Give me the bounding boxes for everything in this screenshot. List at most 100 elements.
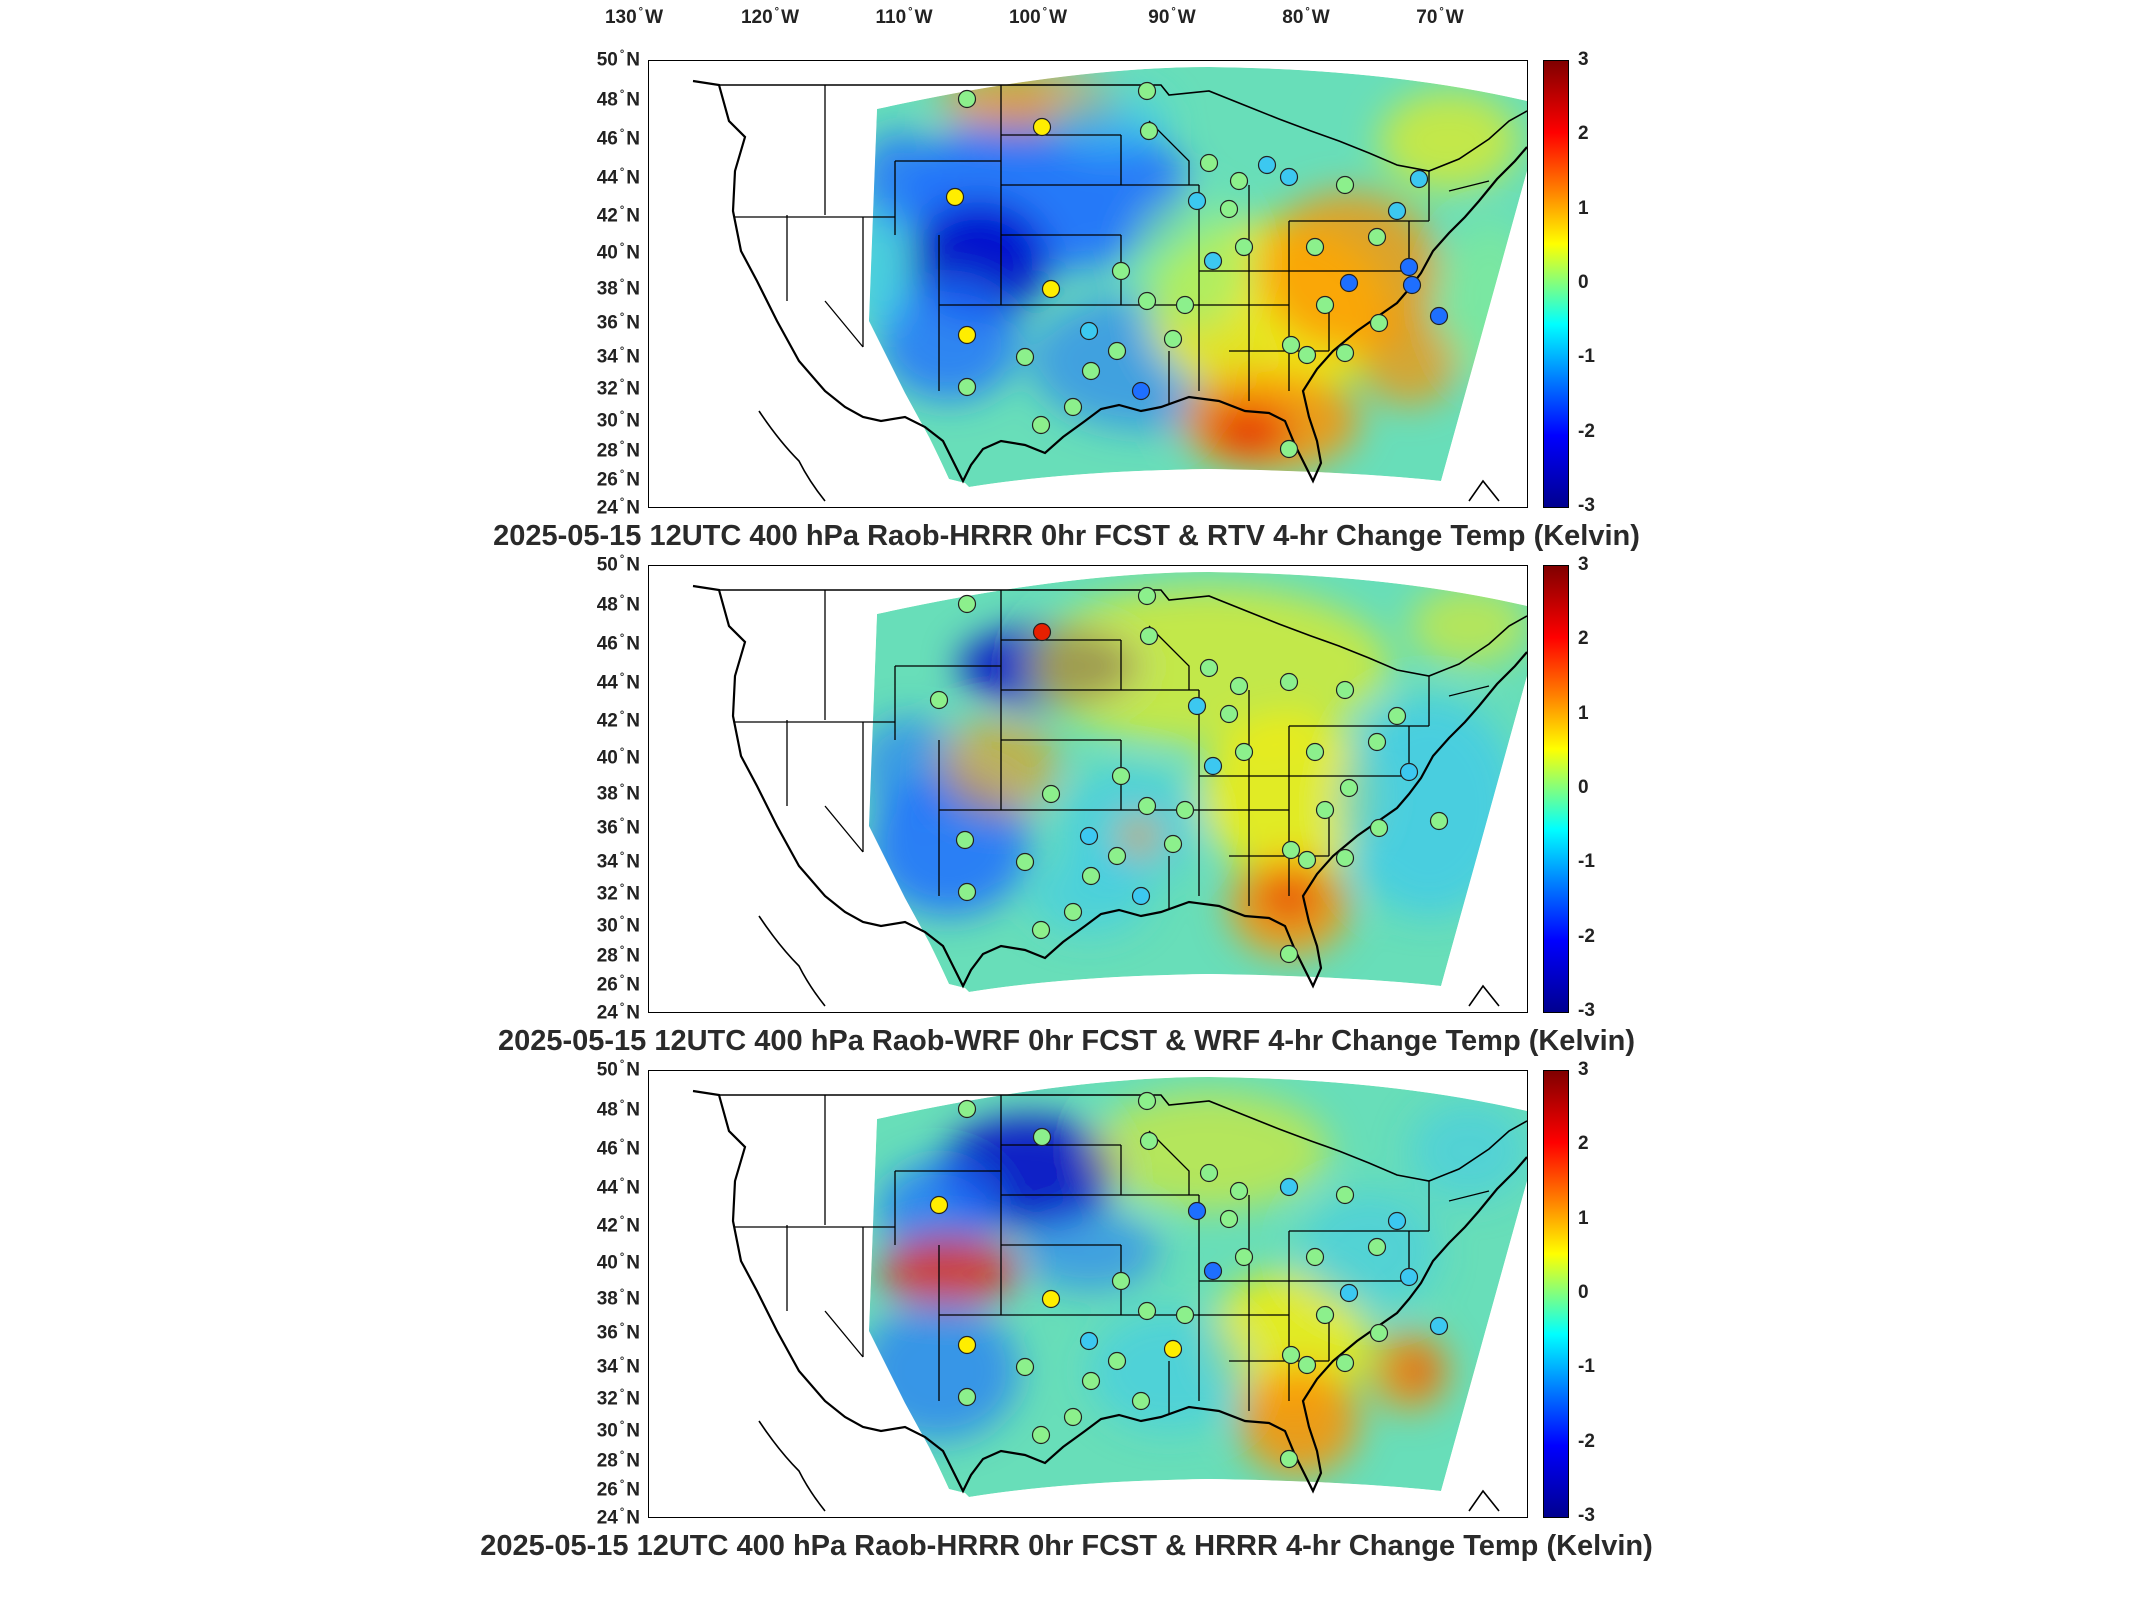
anomaly-region (1049, 86, 1169, 156)
raob-station-marker (1111, 261, 1131, 281)
raob-station-marker (1339, 1283, 1359, 1303)
raob-station-marker (1175, 1305, 1195, 1325)
anomaly-region (1339, 696, 1519, 916)
colorbar-tick-label: 3 (1578, 554, 1589, 575)
raob-station-marker (1297, 1355, 1317, 1375)
lat-label-46: 46 ° N (596, 1137, 640, 1160)
lat-label-28: 28 ° N (596, 1449, 640, 1472)
raob-station-marker (957, 1387, 977, 1407)
raob-station-marker (1131, 886, 1151, 906)
lon-label-130: 130 ° W (604, 6, 664, 28)
raob-station-marker (1107, 846, 1127, 866)
raob-station-marker (1107, 341, 1127, 361)
state-border (1448, 1190, 1490, 1202)
anomaly-region (1209, 406, 1289, 456)
cuba-coast (1468, 984, 1500, 1007)
lat-label-36: 36 ° N (596, 816, 640, 839)
raob-station-marker (1081, 361, 1101, 381)
raob-station-marker (1041, 784, 1061, 804)
raob-station-marker (1032, 1127, 1052, 1147)
colorbar-tick-label: 1 (1578, 197, 1589, 219)
raob-station-marker (957, 377, 977, 397)
raob-station-marker (1234, 237, 1254, 257)
raob-station-marker (1031, 920, 1051, 940)
raob-station-marker (1339, 273, 1359, 293)
lat-label-32: 32 ° N (596, 882, 640, 905)
lat-label-50: 50 ° N (596, 553, 640, 576)
raob-station-marker (1031, 415, 1051, 435)
raob-station-marker (1339, 778, 1359, 798)
temperature-field (869, 572, 1527, 992)
raob-station-marker (1429, 306, 1449, 326)
anomaly-region (1029, 856, 1149, 936)
raob-station-marker (1163, 1339, 1183, 1359)
lat-label-34: 34 ° N (596, 1355, 640, 1378)
raob-station-marker (1139, 121, 1159, 141)
raob-station-marker (1305, 1247, 1325, 1267)
raob-station-marker (1281, 840, 1301, 860)
raob-station-marker (1279, 1177, 1299, 1197)
raob-station-marker (1015, 852, 1035, 872)
lat-label-40: 40 ° N (596, 746, 640, 769)
state-border (1448, 685, 1490, 697)
raob-station-marker (1199, 1163, 1219, 1183)
anomaly-region (1089, 1091, 1329, 1211)
raob-station-marker (1203, 756, 1223, 776)
temperature-map-2 (648, 565, 1528, 1013)
colorbar-tick-label: -2 (1578, 925, 1595, 947)
raob-station-marker (1367, 732, 1387, 752)
lat-label-46: 46 ° N (596, 127, 640, 150)
colorbar-tick-label: 2 (1578, 1133, 1589, 1155)
colorbar-tick-label: -1 (1578, 851, 1595, 873)
raob-station-marker (1429, 811, 1449, 831)
lat-label-48: 48 ° N (596, 88, 640, 111)
raob-station-marker (1175, 295, 1195, 315)
anomaly-region (1119, 816, 1159, 856)
colorbar-tick-label: 3 (1578, 1059, 1589, 1080)
lat-label-32: 32 ° N (596, 1387, 640, 1410)
anomaly-region (879, 281, 1019, 401)
state-border (1148, 625, 1190, 690)
lat-label-46: 46 ° N (596, 632, 640, 655)
raob-station-marker (1429, 1316, 1449, 1336)
panel-title-3: 2025-05-15 12UTC 400 hPa Raob-HRRR 0hr F… (480, 1530, 1653, 1562)
raob-station-marker (1279, 944, 1299, 964)
map-boundaries (692, 584, 1527, 1007)
panel-title-2: 2025-05-15 12UTC 400 hPa Raob-WRF 0hr FC… (497, 1025, 1636, 1057)
raob-station-marker (1219, 1209, 1239, 1229)
colorbar-tick-label: 2 (1578, 123, 1589, 145)
raob-station-marker (1279, 1449, 1299, 1469)
raob-station-marker (1199, 153, 1219, 173)
raob-station-marker (1032, 622, 1052, 642)
anomaly-region (879, 1236, 1019, 1306)
raob-station-marker (1137, 796, 1157, 816)
anomaly-region (1409, 586, 1527, 666)
raob-station-marker (1063, 397, 1083, 417)
raob-station-marker (1402, 275, 1422, 295)
raob-station-marker (1015, 347, 1035, 367)
raob-station-marker (1219, 199, 1239, 219)
colorbar-3 (1543, 1070, 1569, 1518)
raob-station-marker (1139, 1131, 1159, 1151)
raob-station-marker (1305, 237, 1325, 257)
coastline (692, 79, 1527, 484)
map-canvas (692, 1077, 1527, 1512)
coastline (692, 1089, 1527, 1494)
raob-station-marker (1281, 1345, 1301, 1365)
lat-label-42: 42 ° N (596, 1214, 640, 1237)
raob-station-marker (1279, 167, 1299, 187)
raob-station-marker (957, 1099, 977, 1119)
lat-label-40: 40 ° N (596, 241, 640, 264)
temperature-field (869, 1077, 1527, 1497)
raob-station-marker (1081, 866, 1101, 886)
raob-station-marker (1387, 1211, 1407, 1231)
colorbar-tick-label: -1 (1578, 346, 1595, 368)
raob-station-marker (1234, 1247, 1254, 1267)
raob-station-marker (1219, 704, 1239, 724)
raob-station-marker (1137, 1091, 1157, 1111)
colorbar-tick-label: -2 (1578, 1430, 1595, 1452)
temperature-map-3 (648, 1070, 1528, 1518)
lat-label-48: 48 ° N (596, 593, 640, 616)
raob-station-marker (1315, 295, 1335, 315)
raob-station-marker (1131, 381, 1151, 401)
